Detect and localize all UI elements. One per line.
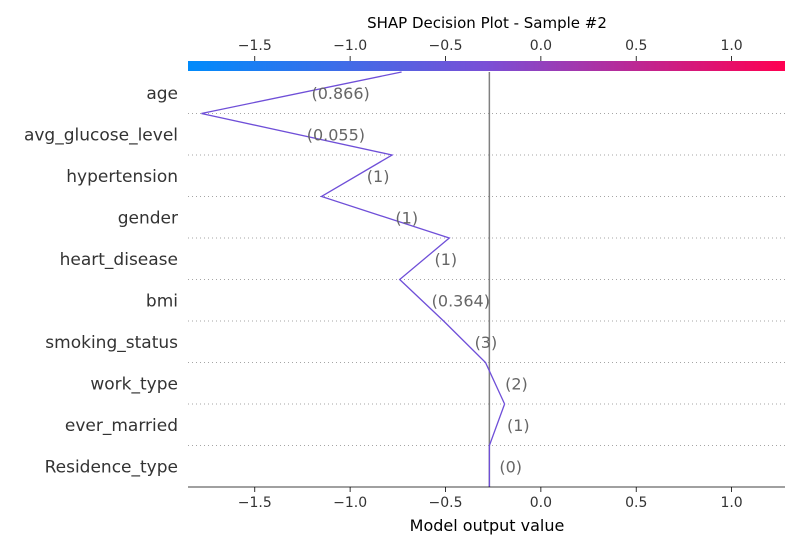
- top-tick-label: −1.0: [333, 38, 367, 54]
- feature-value-label: (0): [499, 457, 522, 476]
- top-tick-label: 1.0: [720, 38, 742, 54]
- feature-value-label: (1): [395, 208, 418, 227]
- feature-value-label: (1): [507, 416, 530, 435]
- feature-value-label: (2): [505, 374, 528, 393]
- feature-grid: [188, 113, 785, 446]
- feature-value-label: (3): [475, 333, 498, 352]
- top-tick-label: 0.5: [625, 38, 647, 54]
- bottom-tick-label: −1.5: [238, 495, 272, 511]
- feature-label: smoking_status: [45, 333, 178, 353]
- x-axis-label: Model output value: [410, 516, 565, 535]
- feature-label: age: [146, 84, 178, 104]
- bottom-axis: −1.5 −1.0 −0.5 0.0 0.5 1.0: [238, 487, 743, 511]
- feature-label: bmi: [146, 291, 178, 311]
- top-tick-label: 0.0: [530, 38, 552, 54]
- feature-label: ever_married: [65, 416, 178, 436]
- feature-label: Residence_type: [45, 457, 178, 477]
- feature-value-label: (0.866): [311, 84, 369, 103]
- feature-value-label: (0.055): [307, 125, 365, 144]
- decision-path: [201, 71, 506, 487]
- bottom-tick-label: 0.5: [625, 495, 647, 511]
- top-tick-label: −0.5: [428, 38, 462, 54]
- top-axis: −1.5 −1.0 −0.5 0.0 0.5 1.0: [238, 38, 743, 61]
- feature-label: work_type: [90, 374, 178, 394]
- colorbar: [188, 61, 785, 71]
- feature-label: gender: [118, 208, 178, 228]
- decision-path-group: [201, 71, 506, 487]
- feature-label: hypertension: [66, 167, 178, 187]
- feature-label: avg_glucose_level: [24, 125, 178, 145]
- feature-labels: age avg_glucose_level hypertension gender he…: [24, 84, 178, 478]
- feature-value-label: (1): [435, 250, 458, 269]
- bottom-tick-label: 1.0: [720, 495, 742, 511]
- top-tick-label: −1.5: [238, 38, 272, 54]
- bottom-tick-label: −0.5: [428, 495, 462, 511]
- chart-title: SHAP Decision Plot - Sample #2: [367, 14, 607, 32]
- feature-label: heart_disease: [60, 250, 178, 270]
- feature-value-label: (1): [367, 167, 390, 186]
- feature-value-labels: (0.866) (0.055) (1) (1) (1) (0.364) (3) (2) (1) (…: [307, 84, 530, 477]
- feature-value-label: (0.364): [432, 291, 490, 310]
- bottom-tick-label: −1.0: [333, 495, 367, 511]
- bottom-tick-label: 0.0: [530, 495, 552, 511]
